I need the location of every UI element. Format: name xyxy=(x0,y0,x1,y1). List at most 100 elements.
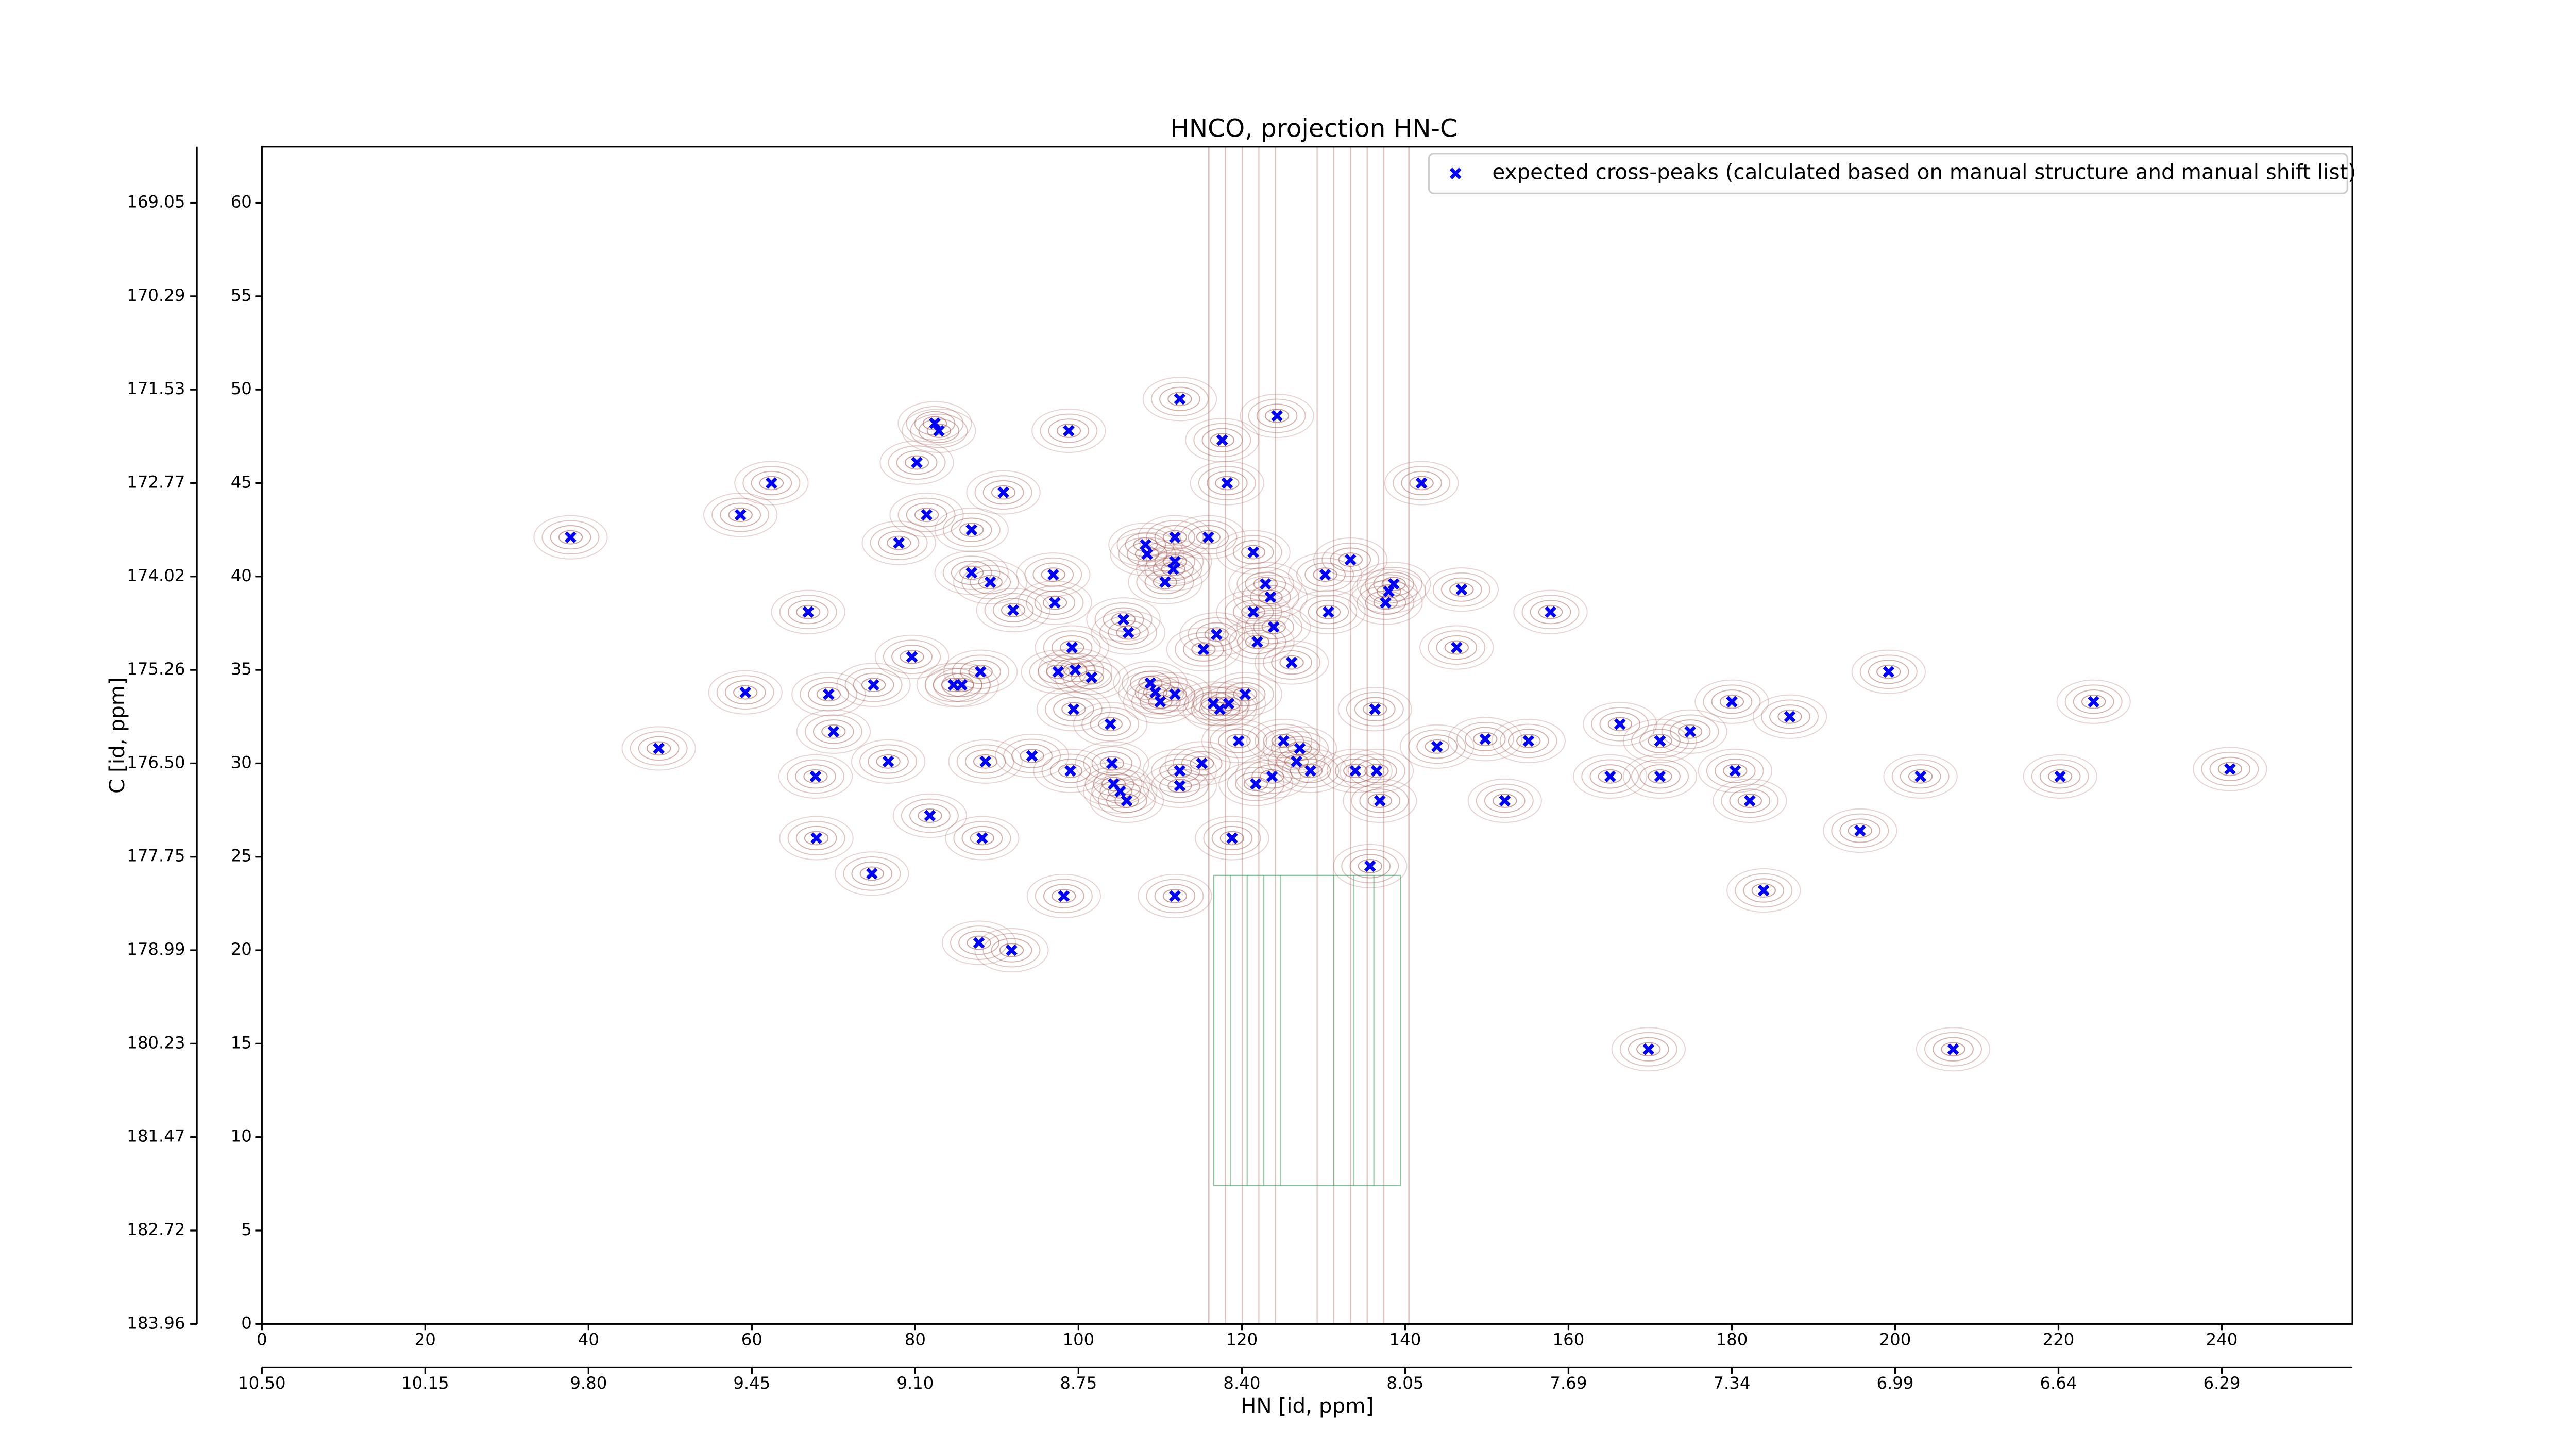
contour-ring xyxy=(876,754,901,769)
contour-ring xyxy=(1401,470,1442,496)
contour-ring xyxy=(1041,753,1099,788)
contour-ring xyxy=(1098,717,1123,732)
y2-tick-label: 171.53 xyxy=(127,379,185,398)
contour-ring xyxy=(1735,873,1793,908)
contour-ring xyxy=(1737,794,1762,808)
contour-ring xyxy=(1150,381,1209,416)
contour-ring xyxy=(1347,753,1405,788)
contour-ring xyxy=(1255,723,1313,759)
x-tick-label: 160 xyxy=(1553,1330,1585,1350)
contour-ring xyxy=(1041,567,1065,582)
contour-ring xyxy=(1114,794,1139,808)
y2-tick-label: 177.75 xyxy=(127,846,185,866)
contour-ring xyxy=(1876,664,1901,679)
contour-ring xyxy=(716,675,774,710)
contour-ring xyxy=(874,634,950,679)
contour-ring xyxy=(1723,764,1748,778)
contour-ring xyxy=(1043,884,1084,908)
contour-ring xyxy=(1035,879,1093,914)
contour-ring xyxy=(1711,689,1753,714)
contour-ring xyxy=(1339,748,1414,793)
contour-ring xyxy=(1409,476,1434,491)
cross-peak xyxy=(2224,763,2236,775)
contour-ring xyxy=(914,508,939,523)
contour-ring xyxy=(956,744,1014,779)
contour-ring xyxy=(1318,748,1393,793)
cross-peak xyxy=(1744,795,1756,807)
contour-ring xyxy=(992,598,1034,622)
contour-ring xyxy=(1131,684,1189,719)
contour-ring xyxy=(1227,766,1285,801)
contour-ring xyxy=(1648,733,1672,748)
cross-peak xyxy=(921,509,933,521)
contour-ring xyxy=(1408,729,1466,764)
contour-ring xyxy=(1507,729,1549,753)
contour-ring xyxy=(1116,625,1141,640)
contour-ring xyxy=(1101,777,1126,791)
contour-ring xyxy=(1036,687,1111,732)
contour-ring xyxy=(924,667,982,702)
cross-peak xyxy=(1141,548,1153,560)
contour-ring xyxy=(1839,818,1881,843)
contour-ring xyxy=(1234,754,1310,799)
contour-ring xyxy=(968,664,993,679)
contour-ring xyxy=(1628,1037,1669,1062)
contour-ring xyxy=(1203,821,1261,855)
contour-ring xyxy=(1611,1027,1686,1072)
contour-band-outline xyxy=(1208,146,1410,1325)
cross-peak xyxy=(766,477,777,489)
contour-ring xyxy=(1204,627,1229,642)
contour-ring xyxy=(1146,677,1204,712)
y-tick-label: 50 xyxy=(231,379,252,398)
cross-peak xyxy=(1479,733,1492,745)
contour-ring xyxy=(1228,625,1286,660)
cross-peak xyxy=(1267,621,1280,633)
contour-ring xyxy=(703,493,778,537)
contour-ring xyxy=(1444,640,1469,655)
plot-frame xyxy=(261,146,2353,1325)
contour-ring xyxy=(647,741,671,756)
cross-peak xyxy=(956,679,968,691)
contour-ring xyxy=(550,525,591,550)
contour-ring xyxy=(1467,778,1542,823)
contour-ring xyxy=(1719,694,1744,709)
contour-ring xyxy=(961,565,1020,600)
cross-peak xyxy=(1729,765,1741,777)
y2-tick-label: 178.99 xyxy=(127,939,185,959)
cross-peak xyxy=(1058,890,1070,902)
contour-ring xyxy=(1456,721,1514,756)
contour-ring xyxy=(1216,677,1274,712)
contour-ring xyxy=(1631,723,1689,759)
contour-ring xyxy=(1851,649,1926,694)
contour-ring xyxy=(953,821,1011,855)
cross-peak xyxy=(1114,785,1126,798)
contour-ring xyxy=(1729,788,1771,813)
cross-peak xyxy=(1291,755,1302,768)
contour-ring xyxy=(974,928,1049,973)
contour-ring xyxy=(1201,428,1243,452)
cross-peak xyxy=(1026,750,1038,762)
contour-ring xyxy=(1316,604,1341,619)
contour-ring xyxy=(941,920,1016,965)
cross-peak xyxy=(1364,860,1376,872)
contour-ring xyxy=(1046,664,1071,679)
x2-tick-label: 6.29 xyxy=(2204,1373,2241,1393)
contour-ring xyxy=(1190,461,1265,506)
contour-ring xyxy=(1521,595,1580,630)
contour-ring xyxy=(2217,762,2242,777)
contour-ring xyxy=(1091,751,1133,776)
cross-peak xyxy=(933,425,945,437)
contour-ring xyxy=(803,769,828,784)
contour-ring xyxy=(1140,689,1181,714)
legend-box xyxy=(1428,153,2349,194)
contour-ring xyxy=(1142,377,1217,422)
contour-ring xyxy=(816,687,841,702)
contour-ring xyxy=(892,793,968,838)
contour-ring xyxy=(2056,679,2131,724)
contour-ring xyxy=(900,649,924,664)
contour-ring xyxy=(1243,759,1301,794)
contour-ring xyxy=(967,935,991,950)
contour-ring xyxy=(1154,549,1196,574)
x2-tick-label: 7.69 xyxy=(1550,1373,1587,1393)
cross-peak xyxy=(973,937,985,949)
